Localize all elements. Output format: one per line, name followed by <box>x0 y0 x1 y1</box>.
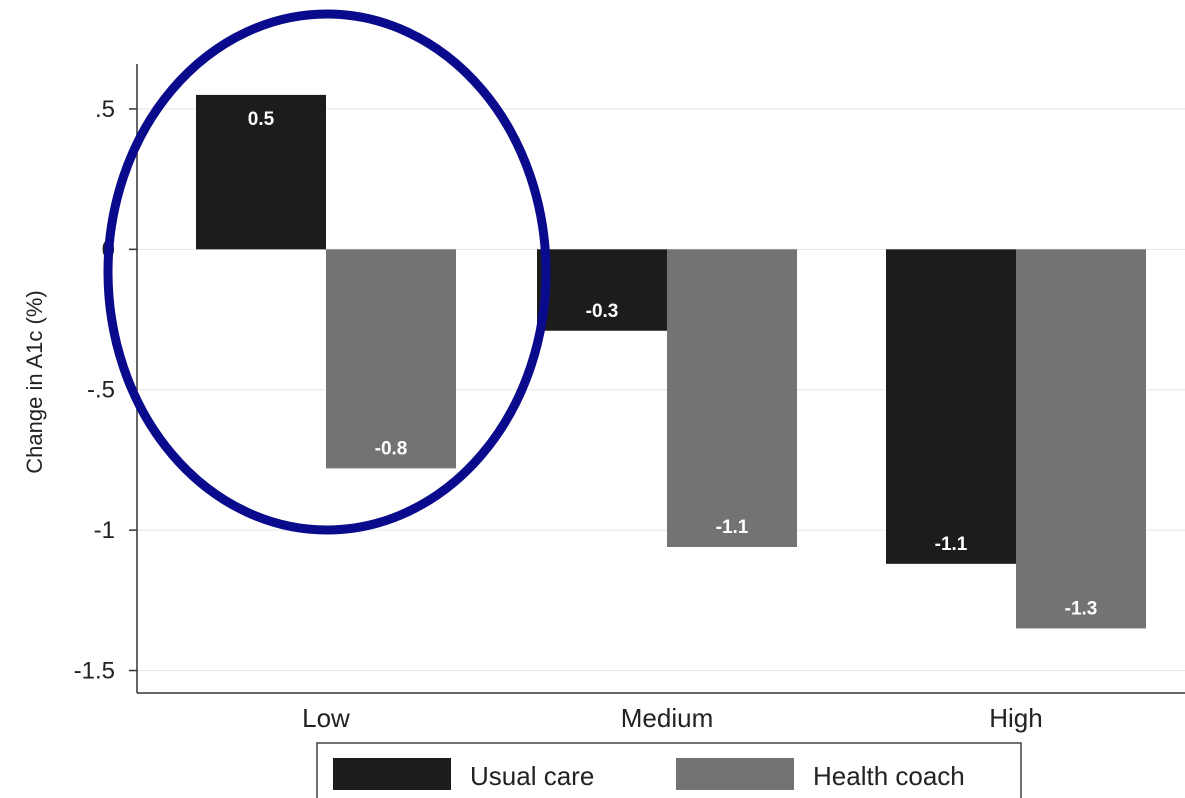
y-tick-label: .5 <box>95 96 115 123</box>
bar-value-label: -1.3 <box>1065 598 1098 619</box>
bar-value-label: -1.1 <box>716 517 749 538</box>
bar-value-label: -0.3 <box>586 301 619 322</box>
bar-health-coach-low <box>326 249 456 469</box>
legend: Usual care Health coach <box>316 742 1022 798</box>
bar-health-coach-high <box>1016 249 1146 629</box>
bar-usual-care-high <box>886 249 1016 564</box>
x-category-label: High <box>989 703 1042 733</box>
y-tick-label: -.5 <box>87 377 115 404</box>
legend-swatch-health-coach <box>676 758 794 790</box>
y-tick-label: -1.5 <box>74 658 115 685</box>
x-category-label: Medium <box>621 703 713 733</box>
bar-value-label: -0.8 <box>375 438 408 459</box>
legend-label-health-coach: Health coach <box>813 761 965 791</box>
bars <box>196 94 1146 629</box>
y-axis-label: Change in A1c (%) <box>22 290 47 473</box>
x-category-label: Low <box>302 703 350 733</box>
highlight-ellipse <box>103 9 551 535</box>
x-category-labels: Low Medium High <box>302 703 1043 733</box>
y-ticks: .50-.5-1-1.5 <box>74 96 137 685</box>
bar-labels: 0.5 -0.3 -1.1 -0.8 -1.1 -1.3 <box>248 109 1098 620</box>
bar-usual-care-medium <box>537 249 667 331</box>
legend-label-usual-care: Usual care <box>470 761 594 791</box>
bar-value-label: -1.1 <box>935 534 968 555</box>
y-tick-label: -1 <box>94 517 115 544</box>
bar-value-label: 0.5 <box>248 109 275 130</box>
bar-health-coach-medium <box>667 249 797 547</box>
legend-swatch-usual-care <box>333 758 451 790</box>
bar-usual-care-low <box>196 94 326 250</box>
